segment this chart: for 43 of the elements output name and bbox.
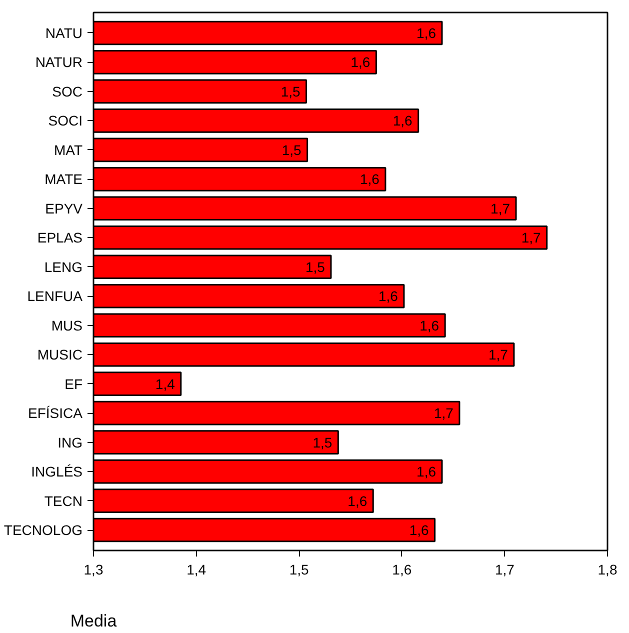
x-tick-label: 1,6 [392,562,412,578]
y-tick-label: TECNOLOG [4,522,83,538]
y-tick-label: NATU [45,24,83,41]
x-tick-label: 1,8 [598,562,618,578]
y-tick-label: LENFUA [27,288,84,304]
y-tick-label: TECN [44,492,83,509]
x-tick-label: 1,3 [84,562,104,578]
data-label: 1,6 [416,24,436,41]
data-label: 1,5 [306,258,326,275]
data-label: 1,7 [521,230,542,246]
data-label: 1,6 [348,492,368,509]
data-label: 1,7 [434,405,454,422]
data-label: 1,7 [490,200,510,216]
x-axis-title: Media [70,612,118,630]
data-label: 1,6 [378,288,398,304]
y-tick-label: EPYV [45,200,84,216]
x-tick-label: 1,4 [186,562,206,578]
data-label: 1,6 [350,54,370,70]
y-tick-label: SOC [52,83,83,100]
data-label: 1,5 [280,83,301,100]
y-tick-label: INGLÉS [31,464,83,480]
data-label: 1,5 [312,434,332,450]
y-tick-label: EF [64,376,82,392]
data-label: 1,5 [282,142,302,158]
y-tick-label: ING [58,434,82,450]
y-tick-label: NATUR [35,54,83,70]
y-tick-label: SOCI [48,112,83,129]
data-label: 1,6 [416,464,436,480]
data-label: 1,6 [392,112,413,129]
data-label: 1,6 [360,171,380,188]
y-tick-label: MATE [44,171,83,188]
y-tick-label: MUSIC [37,346,83,363]
y-tick-label: LENG [44,258,82,275]
data-label: 1,7 [488,346,508,363]
data-label: 1,6 [409,522,430,538]
y-tick-label: MUS [51,317,83,334]
y-tick-label: MAT [54,142,83,158]
y-tick-label: EPLAS [37,230,83,246]
x-tick-label: 1,5 [289,562,310,578]
x-tick-label: 1,7 [494,562,515,578]
data-label: 1,4 [155,376,176,392]
data-label: 1,6 [420,317,440,334]
y-tick-label: EFÍSICA [28,405,84,422]
